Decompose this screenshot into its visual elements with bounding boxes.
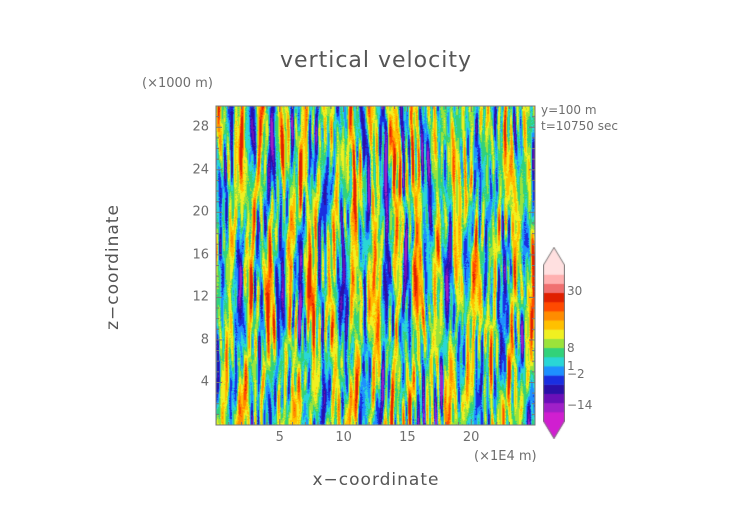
annotation-y-position: y=100 m: [541, 103, 597, 117]
y-axis-label: z−coordinate: [103, 204, 123, 330]
x-tick-label: 5: [275, 430, 284, 445]
y-axis-unit: (×1000 m): [142, 76, 213, 91]
x-axis-unit: (×1E4 m): [474, 449, 537, 464]
chart-title: vertical velocity: [279, 48, 472, 73]
y-tick-label: 20: [192, 204, 209, 220]
colorbar-label: 8: [567, 341, 575, 356]
y-tick-label: 16: [192, 247, 209, 263]
y-tick-label: 28: [192, 119, 209, 135]
y-tick-label: 24: [192, 162, 209, 178]
heatmap-plot-area: [216, 106, 535, 425]
annotation-time: t=10750 sec: [541, 119, 618, 133]
y-tick-label: 8: [200, 332, 209, 348]
plot-border: [215, 105, 536, 426]
colorbar-label: −2: [567, 367, 585, 382]
x-tick-label: 10: [335, 430, 352, 445]
y-tick-label: 4: [200, 374, 209, 390]
x-tick-label: 15: [399, 430, 416, 445]
colorbar: [543, 247, 565, 439]
colorbar-label: −14: [567, 398, 593, 413]
x-tick-label: 20: [462, 430, 480, 445]
colorbar-label: 30: [567, 284, 583, 298]
y-tick-label: 12: [192, 289, 209, 305]
x-axis-label: x−coordinate: [312, 470, 440, 490]
colorbar-label: 1: [567, 359, 575, 374]
